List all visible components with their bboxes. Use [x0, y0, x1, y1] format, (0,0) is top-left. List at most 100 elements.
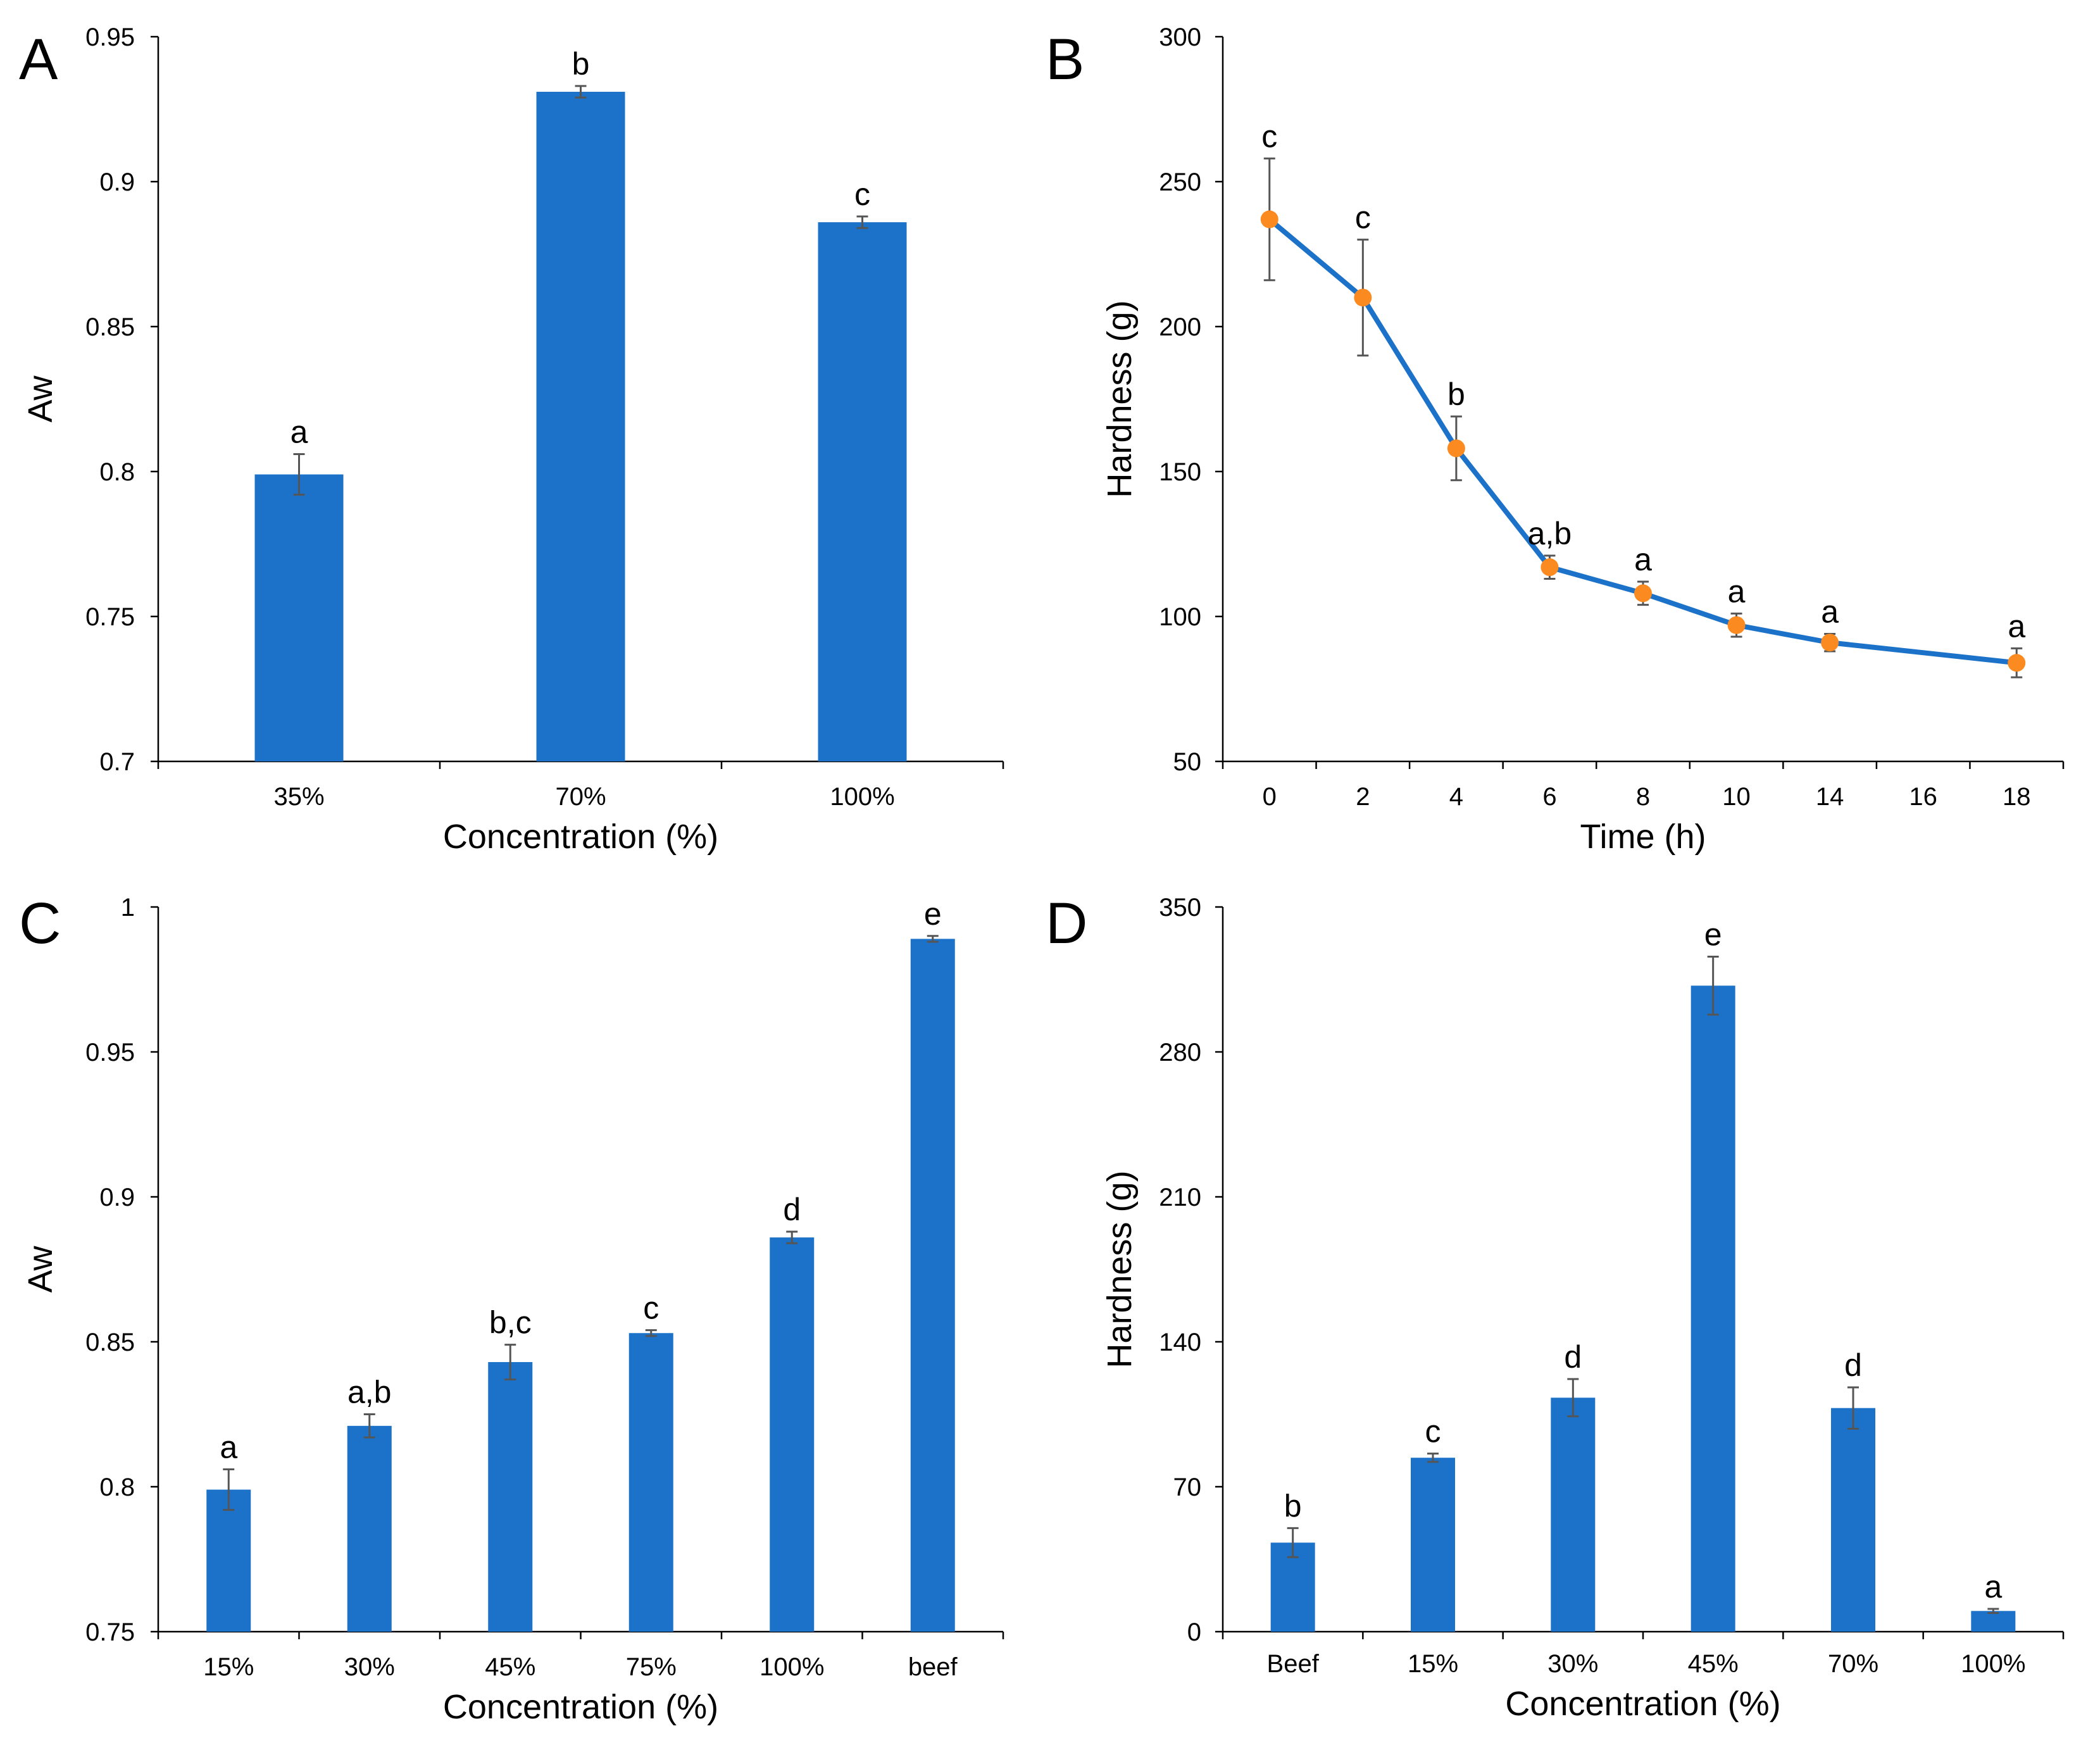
chart-panel-b: B 50 100 150 200 250 300 Time (h) Hardness (g) 0 2… [1046, 23, 2065, 856]
x-tick-label: 75% [626, 1653, 677, 1681]
chart-panel-a: A 0.7 0.75 0.8 0.85 0.9 0.95 Concentration (%) A… [19, 23, 1004, 856]
y-tick-label: 0.95 [85, 1039, 135, 1066]
y-tick-label: 100 [1159, 603, 1201, 631]
significance-label: e [1704, 917, 1722, 953]
significance-label: a,b [347, 1375, 392, 1410]
bar [536, 92, 625, 761]
x-tick-label: 0 [1263, 783, 1277, 811]
bar [910, 939, 955, 1632]
x-axis-title: Concentration (%) [443, 818, 718, 856]
significance-label: c [854, 177, 870, 212]
x-tick-label: 100% [830, 783, 894, 811]
significance-label: e [924, 896, 942, 932]
bar [628, 1333, 673, 1632]
y-tick-label: 0.9 [99, 168, 135, 196]
bar [818, 222, 907, 761]
bar [254, 474, 344, 761]
y-tick-label: 1 [121, 894, 135, 922]
error-bar [223, 1468, 235, 1511]
panel-letter: B [1046, 27, 1084, 92]
significance-label: c [1355, 200, 1371, 235]
y-tick-label: 0 [1187, 1618, 1201, 1646]
significance-label: b,c [489, 1305, 532, 1341]
data-point [1634, 584, 1652, 603]
y-tick-label: 0.95 [85, 23, 135, 51]
significance-label: a [2008, 608, 2025, 644]
x-tick-label: 70% [1828, 1650, 1878, 1678]
significance-label: a [1728, 573, 1746, 609]
y-axis-title: Hardness (g) [1101, 1170, 1139, 1368]
panel-letter: A [19, 27, 58, 92]
x-tick-label: 30% [1547, 1650, 1598, 1678]
bar [1411, 1458, 1455, 1632]
significance-label: c [1425, 1414, 1441, 1449]
x-tick-label: 100% [1961, 1650, 2025, 1678]
x-tick-label: 14 [1816, 783, 1844, 811]
y-tick-label: 0.7 [99, 748, 135, 776]
significance-label: a [1984, 1569, 2002, 1604]
y-tick-label: 0.85 [85, 313, 135, 341]
x-tick-label: 8 [1636, 783, 1650, 811]
x-tick-label: 2 [1356, 783, 1370, 811]
y-tick-label: 0.85 [85, 1329, 135, 1356]
data-point [1260, 210, 1278, 228]
data-point [1447, 439, 1465, 458]
x-tick-label: beef [908, 1653, 958, 1681]
data-point [1541, 558, 1559, 577]
data-point [1727, 616, 1746, 634]
significance-label: d [1844, 1347, 1862, 1383]
significance-label: c [643, 1291, 659, 1326]
significance-label: b [572, 46, 590, 82]
x-tick-label: 45% [485, 1653, 535, 1681]
x-tick-label: 30% [344, 1653, 395, 1681]
x-tick-label: 45% [1688, 1650, 1739, 1678]
y-tick-label: 150 [1159, 458, 1201, 486]
error-bar [293, 453, 305, 496]
y-tick-label: 0.75 [85, 603, 135, 631]
y-tick-label: 300 [1159, 23, 1201, 51]
y-tick-label: 0.75 [85, 1618, 135, 1646]
y-tick-label: 200 [1159, 313, 1201, 341]
y-tick-label: 280 [1159, 1039, 1201, 1066]
x-axis-title: Concentration (%) [1505, 1685, 1780, 1723]
y-tick-label: 50 [1173, 748, 1202, 776]
x-tick-label: 6 [1542, 783, 1556, 811]
data-point [1354, 289, 1372, 307]
x-tick-label: 18 [2003, 783, 2031, 811]
bar [1971, 1611, 2016, 1632]
bar [1831, 1408, 1875, 1632]
significance-label: b [1447, 377, 1465, 412]
error-bar [927, 935, 939, 943]
x-tick-label: 15% [1408, 1650, 1458, 1678]
error-bar [1847, 1386, 1859, 1430]
y-tick-label: 0.9 [99, 1184, 135, 1211]
y-tick-label: 70 [1173, 1473, 1202, 1501]
significance-label: d [783, 1192, 801, 1227]
panel-letter: D [1046, 891, 1087, 956]
x-tick-label: 70% [555, 783, 606, 811]
significance-label: a,b [1528, 516, 1572, 551]
x-tick-label: 100% [759, 1653, 824, 1681]
significance-label: a [1634, 542, 1652, 577]
x-tick-label: 35% [273, 783, 324, 811]
bar [1691, 985, 1735, 1632]
x-tick-label: Beef [1267, 1650, 1320, 1678]
error-bar [1427, 1453, 1439, 1463]
bar [1551, 1397, 1596, 1632]
error-bar [1287, 1527, 1299, 1558]
bar [347, 1425, 392, 1632]
x-tick-label: 10 [1722, 783, 1751, 811]
y-axis-title: Aw [22, 375, 59, 422]
y-tick-label: 210 [1159, 1184, 1201, 1211]
bar [488, 1362, 533, 1632]
y-tick-label: 0.8 [99, 1473, 135, 1501]
x-axis-title: Concentration (%) [443, 1688, 718, 1726]
significance-label: c [1261, 118, 1277, 154]
chart-panel-c: C 0.75 0.8 0.85 0.9 0.95 1 Concentration (%) Aw a… [19, 891, 1004, 1726]
x-axis-title: Time (h) [1580, 818, 1706, 856]
bar [206, 1489, 251, 1632]
x-tick-label: 15% [203, 1653, 254, 1681]
panel-letter: C [19, 891, 61, 956]
error-bar [504, 1344, 516, 1381]
error-bar [645, 1329, 657, 1337]
